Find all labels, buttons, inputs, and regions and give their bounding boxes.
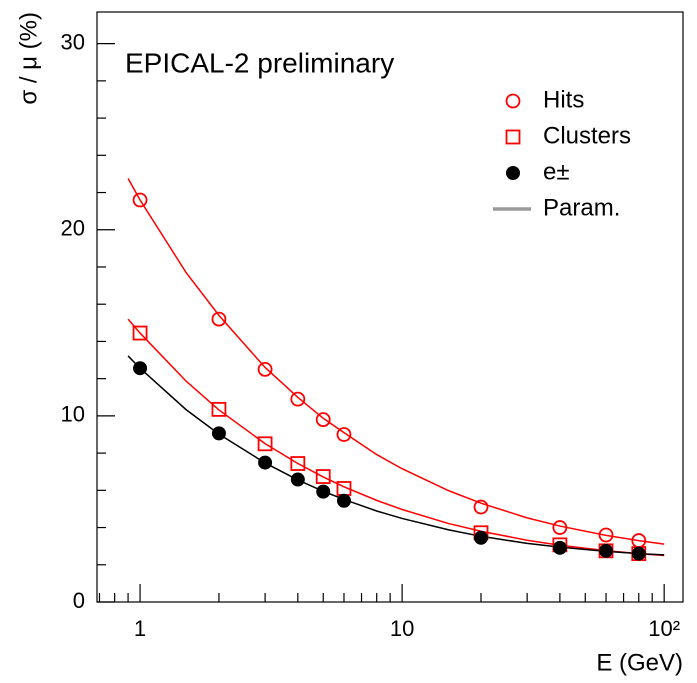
marker <box>132 325 148 341</box>
plot-frame <box>96 11 684 603</box>
x-tick-label: 10² <box>648 616 680 641</box>
marker <box>552 520 568 535</box>
legend-label: Clusters <box>543 122 631 149</box>
marker <box>631 546 646 561</box>
marker <box>290 456 306 471</box>
marker <box>316 484 331 499</box>
y-tick-label: 10 <box>61 402 85 427</box>
legend-marker <box>505 93 521 109</box>
marker <box>473 530 488 545</box>
marker <box>290 472 305 487</box>
y-tick-label: 20 <box>61 216 85 241</box>
marker <box>258 455 273 470</box>
y-tick-label: 0 <box>73 588 85 613</box>
legend-marker <box>505 129 521 145</box>
legend-label: e± <box>543 158 570 185</box>
marker <box>133 361 148 376</box>
legend-marker <box>506 166 520 180</box>
marker <box>211 426 226 441</box>
x-axis-label: E (GeV) <box>596 649 683 676</box>
fit-curve <box>127 318 665 557</box>
y-axis-label: σ / μ (%) <box>15 12 42 105</box>
chart-annotation: EPICAL-2 preliminary <box>125 47 394 78</box>
marker <box>315 469 331 484</box>
marker <box>132 192 148 208</box>
fit-curve <box>127 178 665 545</box>
marker <box>336 427 352 442</box>
marker <box>598 527 614 543</box>
marker <box>336 493 351 508</box>
marker <box>315 412 331 428</box>
marker <box>211 401 227 417</box>
x-tick-label: 1 <box>134 616 146 641</box>
marker <box>290 391 306 407</box>
marker <box>257 361 273 377</box>
marker <box>257 436 273 452</box>
fit-curve <box>127 355 665 556</box>
x-tick-label: 10 <box>390 616 414 641</box>
legend-label: Hits <box>543 86 584 113</box>
marker <box>552 540 567 555</box>
marker <box>599 543 614 558</box>
y-tick-label: 30 <box>61 29 85 54</box>
marker <box>473 499 489 515</box>
marker <box>211 311 227 327</box>
legend-label: Param. <box>543 194 620 221</box>
